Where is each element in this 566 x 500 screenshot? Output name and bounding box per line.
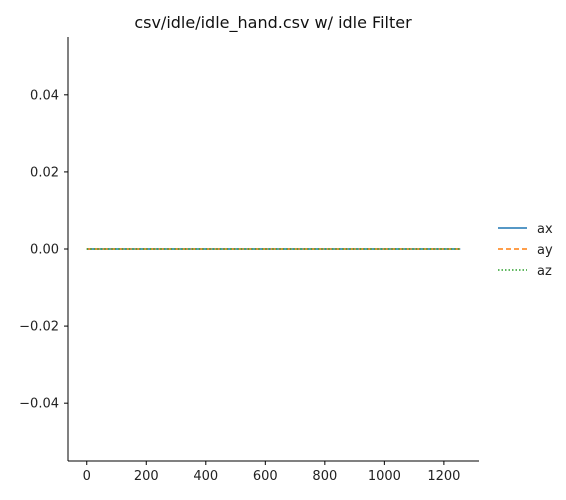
chart-title: csv/idle/idle_hand.csv w/ idle Filter [134,13,412,33]
x-tick-label: 400 [193,469,218,484]
legend-label-az: az [537,264,552,279]
x-tick-label: 200 [134,469,159,484]
x-tick-label: 1000 [368,469,401,484]
legend-label-ax: ax [537,222,553,237]
legend-label-ay: ay [537,243,553,258]
x-tick-label: 800 [312,469,337,484]
y-tick-label: 0.04 [30,88,59,103]
x-tick-label: 600 [253,469,278,484]
y-tick-label: −0.04 [19,397,59,412]
legend: ax ay az [498,222,553,279]
y-tick-label: −0.02 [19,320,59,335]
x-tick-label: 0 [83,469,91,484]
axes-layer: 0 200 400 600 800 1000 1200 −0.04 −0.02 0.00 0.02 0… [19,37,479,484]
y-tick-label: 0.02 [30,165,59,180]
x-tick-label: 1200 [427,469,460,484]
y-tick-label: 0.00 [30,243,59,258]
